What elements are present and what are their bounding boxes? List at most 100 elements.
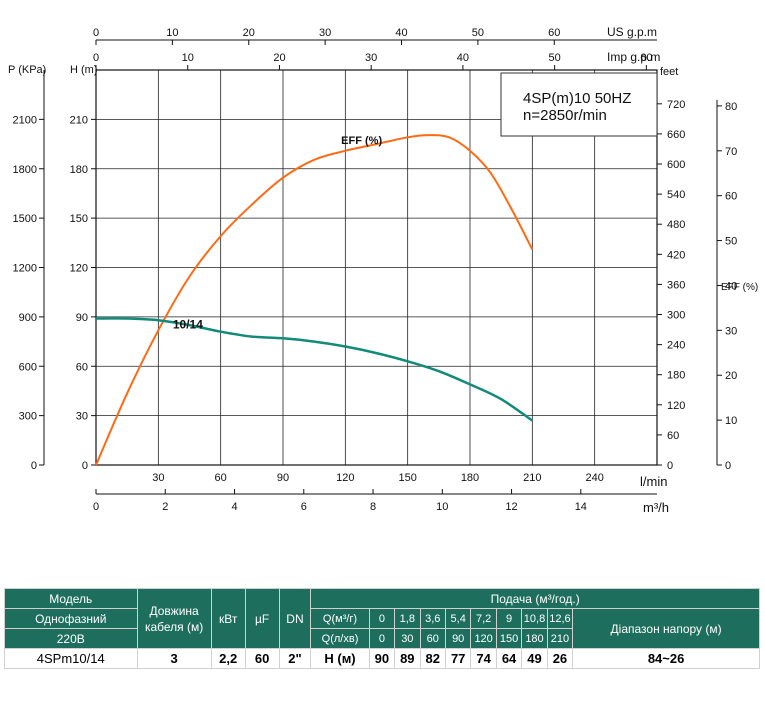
tick-label: 20	[243, 27, 255, 39]
tick-label: 150	[70, 213, 88, 225]
tick-label: 8	[370, 501, 376, 513]
q-m3h-cell: 9	[495, 608, 523, 629]
h-value-cell: 89	[394, 648, 421, 669]
dn-value: 2"	[278, 648, 312, 669]
tick-label: 180	[667, 370, 685, 382]
q-m3h-cell: 3,6	[419, 608, 446, 629]
q-m3h-cell: 7,2	[470, 608, 497, 629]
tick-label: 30	[725, 325, 737, 337]
h-value-cell: 26	[546, 648, 574, 669]
q-m3h-cell: 12,6	[546, 608, 574, 629]
tick-label: 4	[231, 501, 237, 513]
tick-label: 120	[667, 400, 685, 412]
q-m3h-cell: 0	[368, 608, 396, 629]
tick-label: 240	[585, 472, 603, 484]
cable-length-value: 3	[136, 648, 212, 669]
q-lmin-cell: 210	[546, 628, 574, 649]
tick-label: 240	[667, 340, 685, 352]
axis-m3h: 0 2 4 6 8 10 12 14	[93, 489, 657, 513]
model-name: 4SPm10/14	[4, 648, 138, 669]
q-m3h-cell: 5,4	[444, 608, 472, 629]
curve-label-10-14: 10/14	[173, 317, 203, 331]
axis-label-m3h: m³/h	[643, 500, 669, 515]
q-lmin-cell: 120	[470, 628, 497, 649]
tick-label: 40	[395, 27, 407, 39]
tick-label: 0	[31, 460, 37, 472]
axis-imp-gpm: 0 10 20 30 40 50 60	[93, 52, 652, 70]
legend-box: 4SP(m)10 50HZ n=2850r/min	[500, 72, 658, 137]
axis-head-feet: 0 60 120 180 240 300 360 420 480 540 600 660 720	[657, 99, 685, 472]
tick-label: 1500	[13, 213, 37, 225]
h-value-cell: 74	[470, 648, 497, 669]
tick-label: 360	[667, 279, 685, 291]
single-phase-label: Однофазний	[4, 608, 138, 629]
tick-label: 10	[166, 27, 178, 39]
axis-label-head: H (m)	[70, 64, 98, 76]
grid-lines	[96, 70, 657, 465]
tick-label: 30	[319, 27, 331, 39]
tick-label: 2	[162, 501, 168, 513]
tick-label: 720	[667, 99, 685, 111]
q-m3h-cell: 1,8	[394, 608, 421, 629]
q-lmin-cell: 30	[394, 628, 421, 649]
tick-label: 600	[667, 159, 685, 171]
tick-label: 60	[640, 52, 652, 64]
h-value-cell: 64	[495, 648, 523, 669]
flow-header: Подача (м³/год.)	[310, 588, 760, 609]
tick-label: 150	[398, 472, 416, 484]
eff-curve-label: EFF (%)	[341, 135, 382, 147]
axis-label-feet: feet	[660, 66, 678, 78]
tick-label: 30	[76, 411, 88, 423]
axis-label-eff: EFF (%)	[721, 282, 758, 293]
q-lmin-cell: 180	[521, 628, 548, 649]
cable-length-header: Довжина кабеля (м)	[136, 588, 212, 649]
tick-label: 20	[725, 370, 737, 382]
tick-label: 12	[505, 501, 517, 513]
tick-label: 900	[19, 312, 37, 324]
tick-label: 50	[725, 236, 737, 248]
tick-label: 70	[725, 146, 737, 158]
chart-title: 4SP(m)10 50HZ	[523, 90, 631, 107]
axis-lmin: 30 60 90 120 150 180 210 240	[152, 472, 604, 484]
axis-label-pressure: P (KPa)	[8, 64, 46, 76]
tick-label: 10	[182, 52, 194, 64]
tick-label: 0	[93, 52, 99, 64]
tick-label: 50	[472, 27, 484, 39]
tick-label: 0	[93, 501, 99, 513]
q-lmin-cell: 60	[419, 628, 446, 649]
tick-label: 6	[301, 501, 307, 513]
tick-label: 60	[548, 27, 560, 39]
tick-label: 40	[457, 52, 469, 64]
q-lmin-cell: 0	[368, 628, 396, 649]
tick-label: 80	[725, 101, 737, 113]
tick-label: 180	[70, 164, 88, 176]
tick-label: 20	[273, 52, 285, 64]
q-m3h-cell: 10,8	[521, 608, 548, 629]
uf-value: 60	[244, 648, 280, 669]
tick-label: 210	[70, 114, 88, 126]
tick-label: 0	[667, 460, 673, 472]
voltage-label: 220В	[4, 628, 138, 649]
tick-label: 540	[667, 189, 685, 201]
tick-label: 60	[667, 430, 679, 442]
tick-label: 120	[336, 472, 354, 484]
tick-label: 600	[19, 361, 37, 373]
tick-label: 40	[725, 280, 737, 292]
tick-label: 30	[152, 472, 164, 484]
head-range-value: 84~26	[572, 648, 760, 669]
chart-subtitle: n=2850r/min	[523, 107, 607, 124]
axis-head-m: 0 30 60 90 120 150 180 210	[70, 114, 96, 472]
tick-label: 210	[523, 472, 541, 484]
tick-label: 660	[667, 129, 685, 141]
tick-label: 60	[725, 191, 737, 203]
axis-us-gpm: 0 10 20 30 40 50 60	[93, 27, 657, 45]
spec-table: Модель Довжина кабеля (м) кВт µF DN Пода…	[4, 588, 760, 669]
tick-label: 1800	[13, 164, 37, 176]
axis-label-lmin: l/min	[640, 474, 667, 489]
tick-label: 480	[667, 219, 685, 231]
tick-label: 90	[76, 312, 88, 324]
q-m3h-label: Q(м³/г)	[310, 608, 370, 629]
tick-label: 60	[215, 472, 227, 484]
head-curve-10-14	[95, 317, 534, 422]
tick-label: 50	[549, 52, 561, 64]
